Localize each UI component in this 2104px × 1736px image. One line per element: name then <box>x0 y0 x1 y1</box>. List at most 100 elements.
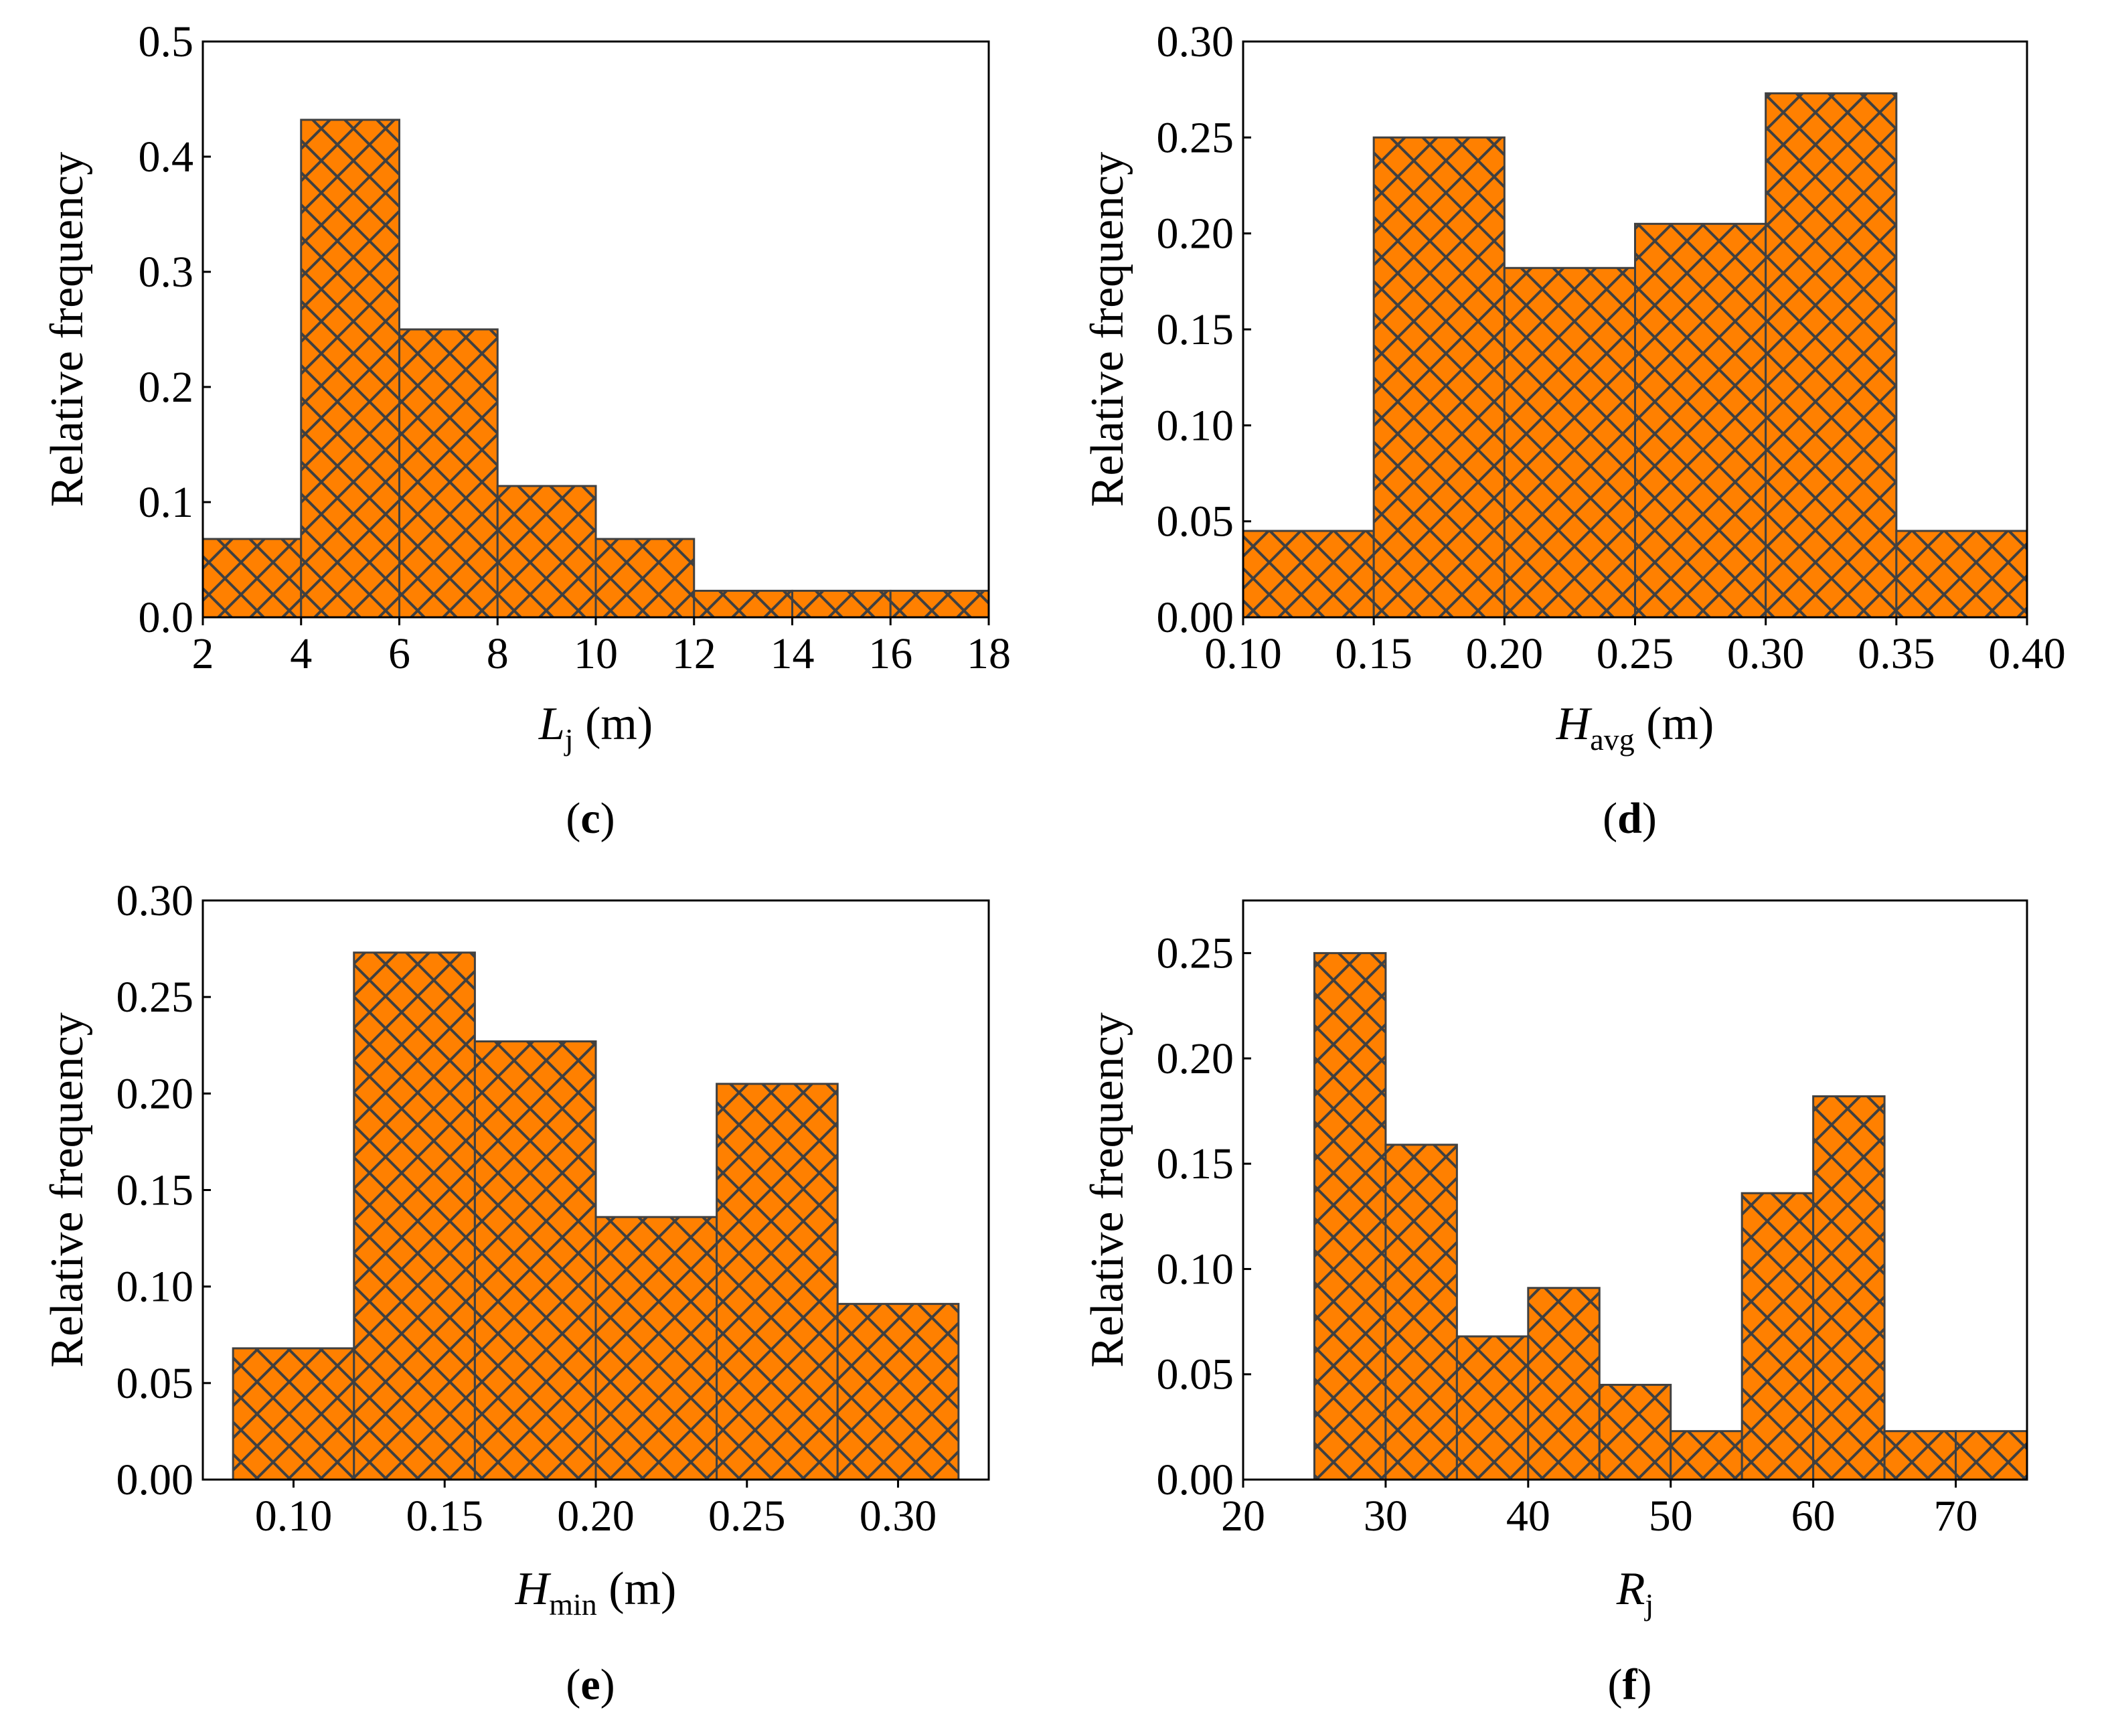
y-tick-label: 0.2 <box>139 363 194 412</box>
x-tick-label: 70 <box>1934 1492 1978 1541</box>
y-tick-label: 0.15 <box>1157 1139 1234 1188</box>
histogram-bar <box>1527 1287 1601 1481</box>
y-axis-label: Relative frequency <box>42 1012 93 1368</box>
x-axis-label: Lj (m) <box>538 698 653 757</box>
panel-label: (f) <box>1608 1660 1652 1709</box>
chart-panel-c: 0.0 0.1 0.2 0.3 0.4 0.5 2 4 6 8 10 12 14 16 18 Relative… <box>42 17 1011 843</box>
histogram-bar <box>1883 1430 1957 1481</box>
x-axis-label: Havg (m) <box>1556 698 1714 757</box>
histogram-bar <box>1384 1143 1458 1481</box>
y-tick-label: 0.10 <box>1157 1245 1234 1293</box>
x-tick-label: 0.15 <box>1335 629 1412 678</box>
y-tick-label: 0.25 <box>1157 113 1234 162</box>
x-tick-label: 0.10 <box>1204 629 1282 678</box>
histogram-bar <box>1634 222 1767 619</box>
x-tick-label: 20 <box>1221 1492 1265 1541</box>
y-tick-label: 0.25 <box>1157 929 1234 978</box>
x-tick-label: 12 <box>672 629 716 678</box>
x-tick-label: 6 <box>388 629 410 678</box>
y-tick-label: 0.0 <box>139 593 194 642</box>
y-tick-label: 0.00 <box>1157 1455 1234 1504</box>
x-tick-label: 0.20 <box>557 1492 635 1541</box>
histogram-bar <box>1598 1383 1672 1481</box>
y-tick-label: 0.5 <box>139 17 194 66</box>
y-tick-label: 0.10 <box>116 1263 194 1312</box>
histogram-bar <box>353 951 476 1481</box>
y-tick-label: 0.20 <box>1157 1034 1234 1083</box>
histogram-bar <box>1955 1430 2028 1481</box>
y-tick-label: 0.00 <box>116 1455 194 1504</box>
histogram-bar <box>594 1216 718 1481</box>
histogram-bar <box>1372 136 1506 619</box>
chart-panel-d: 0.00 0.05 0.10 0.15 0.20 0.25 0.30 0.10 0.15 0.20… <box>1082 17 2066 843</box>
x-tick-label: 40 <box>1506 1492 1550 1541</box>
histogram-bar <box>1670 1430 1743 1481</box>
histogram-bar <box>1242 530 1375 619</box>
x-axis-label: Rj <box>1616 1563 1654 1622</box>
y-tick-label: 0.1 <box>139 478 194 527</box>
y-tick-label: 0.05 <box>116 1359 194 1408</box>
histogram-bar <box>1895 530 2028 619</box>
x-tick-label: 0.30 <box>860 1492 937 1541</box>
histogram-bar <box>300 119 400 619</box>
plot-frame <box>1242 899 2028 1481</box>
y-axis-label: Relative frequency <box>1082 1012 1133 1368</box>
y-axis-label: Relative frequency <box>1082 152 1133 507</box>
histogram-bar <box>889 589 990 619</box>
histogram-bar <box>473 1040 597 1481</box>
histogram-bar <box>1741 1192 1815 1481</box>
x-tick-label: 16 <box>868 629 912 678</box>
y-tick-label: 0.3 <box>139 248 194 297</box>
histogram-bar <box>836 1303 960 1481</box>
x-tick-label: 0.15 <box>406 1492 483 1541</box>
y-tick-label: 0.20 <box>1157 210 1234 258</box>
y-tick-label: 0.05 <box>1157 497 1234 546</box>
x-tick-label: 4 <box>290 629 312 678</box>
x-tick-label: 0.35 <box>1858 629 1935 678</box>
x-tick-label: 0.10 <box>255 1492 333 1541</box>
histogram-bar <box>201 538 303 619</box>
panel-label: (d) <box>1603 794 1657 843</box>
x-tick-label: 50 <box>1649 1492 1693 1541</box>
histogram-bar <box>232 1347 355 1481</box>
panel-label: (e) <box>566 1660 615 1709</box>
x-axis-label: Hmin (m) <box>515 1563 677 1622</box>
y-tick-label: 0.10 <box>1157 401 1234 450</box>
histogram-bar <box>1765 92 1898 619</box>
histogram-bar <box>693 589 793 619</box>
x-tick-label: 0.30 <box>1727 629 1805 678</box>
y-tick-label: 0.15 <box>1157 305 1234 354</box>
histogram-bar <box>398 328 499 619</box>
histogram-bar <box>716 1083 839 1481</box>
histogram-bar <box>1503 266 1636 619</box>
chart-panel-f: 0.00 0.05 0.10 0.15 0.20 0.25 20 30 40 50 60 70 Rela… <box>1082 899 2028 1709</box>
chart-panel-e: 0.00 0.05 0.10 0.15 0.20 0.25 0.30 0.10 0.15 0.20… <box>42 876 990 1709</box>
x-tick-label: 0.25 <box>708 1492 786 1541</box>
panel-label: (c) <box>566 794 615 843</box>
y-tick-label: 0.30 <box>116 876 194 925</box>
x-tick-label: 0.20 <box>1466 629 1544 678</box>
x-tick-label: 0.40 <box>1988 629 2066 678</box>
histogram-bar <box>594 538 696 619</box>
histogram-bar <box>1313 952 1387 1481</box>
x-tick-label: 2 <box>192 629 214 678</box>
y-tick-label: 0.4 <box>139 133 194 181</box>
x-tick-label: 60 <box>1791 1492 1836 1541</box>
y-tick-label: 0.25 <box>116 973 194 1022</box>
y-tick-label: 0.30 <box>1157 17 1234 66</box>
x-tick-label: 14 <box>771 629 815 678</box>
histogram-bar <box>791 589 892 619</box>
x-tick-label: 8 <box>487 629 509 678</box>
histogram-bar <box>1812 1095 1886 1481</box>
y-tick-label: 0.15 <box>116 1166 194 1215</box>
y-tick-label: 0.20 <box>116 1069 194 1118</box>
x-tick-label: 18 <box>967 629 1011 678</box>
y-tick-label: 0.00 <box>1157 593 1234 642</box>
x-tick-label: 10 <box>574 629 618 678</box>
y-tick-label: 0.05 <box>1157 1350 1234 1399</box>
histogram-bar <box>496 485 597 619</box>
x-tick-label: 30 <box>1364 1492 1408 1541</box>
x-tick-label: 0.25 <box>1597 629 1674 678</box>
y-axis-label: Relative frequency <box>42 152 93 507</box>
